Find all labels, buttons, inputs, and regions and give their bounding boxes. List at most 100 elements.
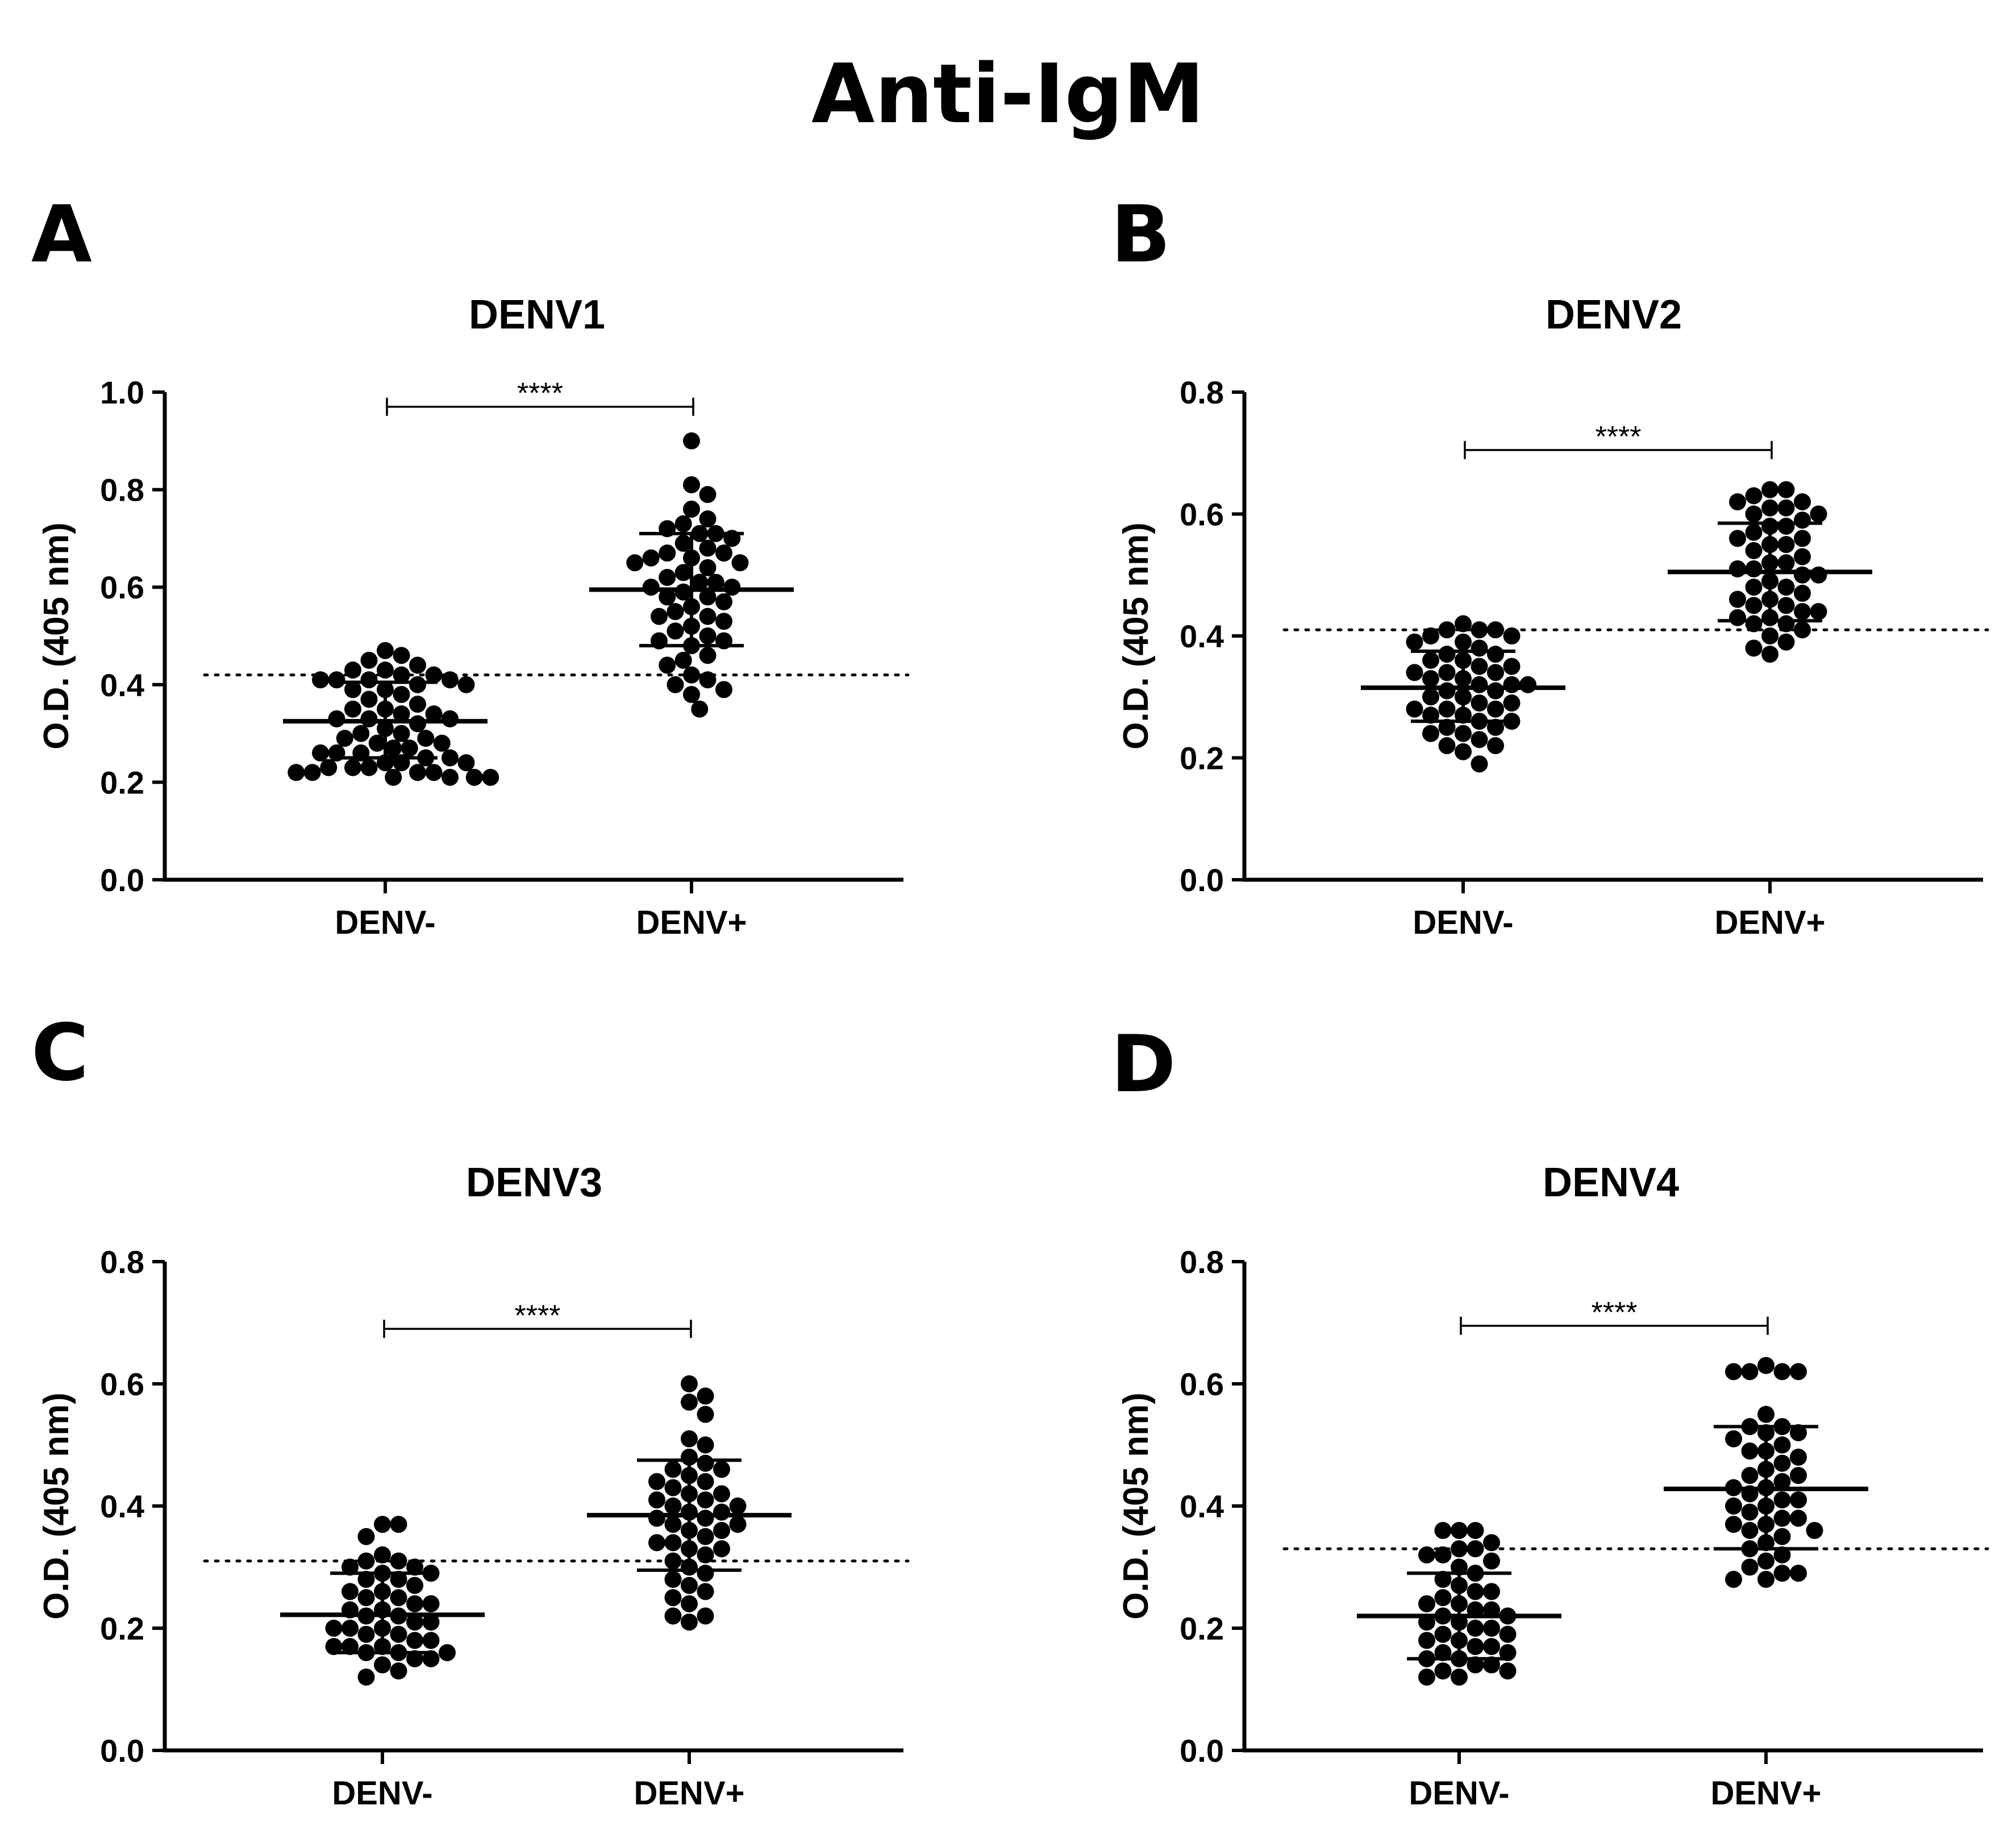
y-tick-label: 0.4	[1180, 618, 1224, 654]
data-point	[390, 1589, 407, 1607]
y-tick-label: 0.6	[1180, 1366, 1224, 1402]
data-point	[1745, 597, 1763, 614]
data-point	[1745, 639, 1763, 657]
data-point	[667, 603, 684, 621]
data-point	[1467, 1638, 1484, 1655]
data-point	[1487, 621, 1504, 639]
data-point	[713, 1485, 730, 1503]
data-point	[1777, 481, 1795, 498]
data-point	[681, 1613, 698, 1631]
data-point	[1773, 1363, 1791, 1380]
x-tick-label: DENV-	[1413, 904, 1513, 941]
panel-letter: A	[31, 189, 92, 280]
data-point	[1487, 664, 1504, 681]
data-point	[1434, 1644, 1452, 1661]
y-tick-label: 0.6	[1180, 497, 1224, 533]
data-point	[341, 1583, 359, 1600]
data-point	[707, 573, 724, 591]
y-tick-label: 0.0	[1180, 1733, 1224, 1769]
data-point	[699, 510, 717, 528]
data-point	[1503, 694, 1521, 712]
data-point	[465, 768, 483, 786]
data-point	[1418, 1595, 1435, 1612]
data-point	[1745, 615, 1763, 633]
data-point	[1761, 481, 1778, 498]
panels: A DENV1 0.0 0.2 0.4 0.6 0.8 1.0 O.D. (405 nm) DEN…	[31, 189, 1989, 1812]
group-denv-pos	[1668, 481, 1872, 663]
data-point	[715, 593, 732, 610]
data-point	[699, 647, 717, 664]
panel-letter: B	[1111, 189, 1171, 280]
data-point	[1422, 627, 1439, 644]
data-point	[664, 1552, 682, 1570]
y-tick-label: 0.4	[100, 1488, 144, 1524]
data-point	[659, 588, 676, 606]
data-point	[390, 1625, 407, 1643]
data-point	[1471, 755, 1488, 773]
data-point	[713, 1503, 730, 1521]
data-point	[360, 651, 378, 669]
data-point	[393, 647, 410, 664]
data-point	[422, 1595, 440, 1612]
data-point	[1725, 1516, 1742, 1533]
data-point	[341, 1620, 359, 1637]
data-point	[697, 1528, 714, 1545]
data-point	[697, 1491, 714, 1509]
data-point	[1761, 646, 1778, 663]
group-denv-neg	[1357, 1522, 1561, 1686]
data-point	[1483, 1534, 1500, 1551]
data-point	[1438, 682, 1456, 700]
group-denv-neg	[280, 1516, 485, 1686]
data-point	[651, 608, 668, 625]
y-tick-label: 0.0	[100, 1733, 144, 1769]
y-tick-label: 0.0	[1180, 862, 1224, 898]
data-point	[674, 564, 692, 581]
data-point	[674, 515, 692, 533]
data-point	[1790, 1467, 1807, 1484]
data-point	[482, 768, 499, 786]
data-point	[425, 705, 443, 723]
data-point	[1773, 1546, 1791, 1563]
panel-title: DENV4	[1543, 1160, 1679, 1205]
data-point	[1773, 1473, 1791, 1490]
data-point	[328, 671, 345, 689]
data-point	[1422, 725, 1439, 742]
data-point	[1794, 603, 1811, 621]
data-point	[1434, 1546, 1452, 1563]
panel-title: DENV1	[469, 292, 605, 338]
data-point	[1745, 487, 1763, 505]
data-point	[1483, 1638, 1500, 1655]
data-point	[1418, 1546, 1435, 1563]
y-tick-label: 0.8	[1180, 1244, 1224, 1280]
data-point	[674, 534, 692, 552]
data-point	[288, 764, 305, 781]
data-point	[1725, 1363, 1742, 1380]
data-point	[357, 1552, 375, 1570]
data-point	[697, 1387, 714, 1405]
x-tick-label: DENV+	[1714, 904, 1825, 941]
data-point	[368, 734, 386, 752]
data-point	[1806, 1522, 1823, 1539]
data-point	[1757, 1552, 1775, 1570]
group-denv-neg	[283, 642, 499, 786]
data-point	[1773, 1454, 1791, 1472]
data-point	[648, 1534, 665, 1551]
data-point	[357, 1669, 375, 1686]
data-point	[699, 539, 717, 557]
data-point	[344, 662, 361, 679]
data-point	[1777, 597, 1795, 614]
data-point	[674, 651, 692, 669]
data-point	[1471, 694, 1488, 712]
data-point	[1794, 621, 1811, 639]
data-point	[1794, 584, 1811, 602]
data-point	[699, 627, 717, 644]
data-point	[659, 569, 676, 586]
y-axis-label: O.D. (405 nm)	[37, 1392, 76, 1620]
panel-title: DENV2	[1546, 292, 1682, 338]
data-point	[664, 1461, 682, 1478]
data-point	[1422, 651, 1439, 669]
data-point	[1741, 1522, 1759, 1539]
data-point	[409, 676, 426, 693]
data-point	[312, 744, 329, 762]
data-point	[697, 1473, 714, 1490]
